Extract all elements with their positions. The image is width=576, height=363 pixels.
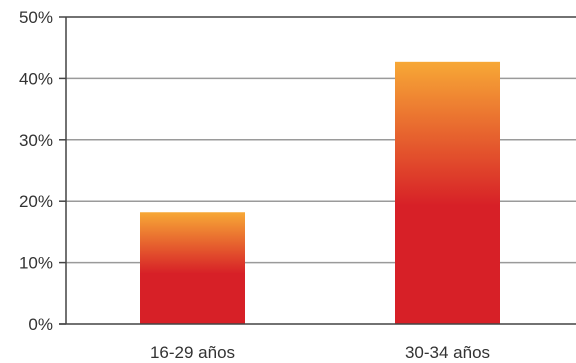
bar-2: [395, 61, 500, 325]
category-label: 30-34 años: [405, 343, 490, 362]
y-tick-label: 10%: [19, 254, 53, 273]
axes: [59, 16, 576, 325]
category-label: 16-29 años: [150, 343, 235, 362]
bar-1: [140, 212, 245, 324]
y-tick-label: 20%: [19, 192, 53, 211]
y-tick-labels: 0% 10% 20% 30% 40% 50%: [19, 8, 53, 334]
y-tick-label: 50%: [19, 8, 53, 27]
y-tick-label: 40%: [19, 69, 53, 88]
y-tick-label: 30%: [19, 131, 53, 150]
y-tick-label: 0%: [28, 315, 53, 334]
category-labels: 16-29 años 30-34 años: [150, 343, 490, 362]
bars: [140, 61, 500, 325]
